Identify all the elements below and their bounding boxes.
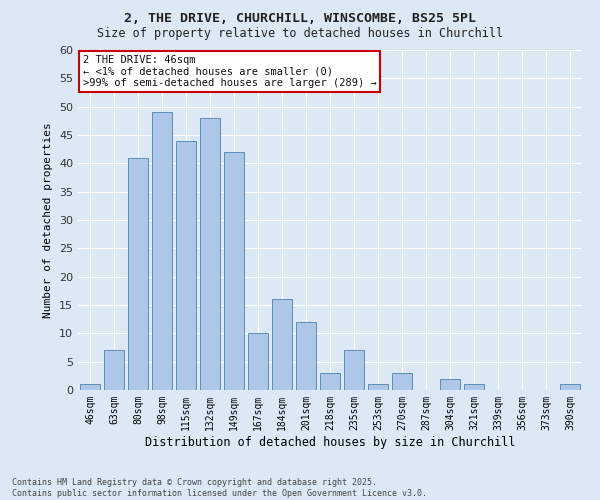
Bar bbox=[272, 300, 292, 390]
Bar bbox=[80, 384, 100, 390]
Bar bbox=[368, 384, 388, 390]
Bar bbox=[200, 118, 220, 390]
Bar bbox=[104, 350, 124, 390]
Y-axis label: Number of detached properties: Number of detached properties bbox=[43, 122, 53, 318]
X-axis label: Distribution of detached houses by size in Churchill: Distribution of detached houses by size … bbox=[145, 436, 515, 448]
Bar bbox=[128, 158, 148, 390]
Bar bbox=[296, 322, 316, 390]
Bar bbox=[320, 373, 340, 390]
Bar bbox=[560, 384, 580, 390]
Bar bbox=[224, 152, 244, 390]
Bar bbox=[440, 378, 460, 390]
Bar bbox=[464, 384, 484, 390]
Text: Size of property relative to detached houses in Churchill: Size of property relative to detached ho… bbox=[97, 28, 503, 40]
Text: Contains HM Land Registry data © Crown copyright and database right 2025.
Contai: Contains HM Land Registry data © Crown c… bbox=[12, 478, 427, 498]
Bar bbox=[392, 373, 412, 390]
Bar bbox=[176, 140, 196, 390]
Text: 2 THE DRIVE: 46sqm
← <1% of detached houses are smaller (0)
>99% of semi-detache: 2 THE DRIVE: 46sqm ← <1% of detached hou… bbox=[83, 55, 377, 88]
Bar bbox=[248, 334, 268, 390]
Text: 2, THE DRIVE, CHURCHILL, WINSCOMBE, BS25 5PL: 2, THE DRIVE, CHURCHILL, WINSCOMBE, BS25… bbox=[124, 12, 476, 26]
Bar bbox=[344, 350, 364, 390]
Bar bbox=[152, 112, 172, 390]
